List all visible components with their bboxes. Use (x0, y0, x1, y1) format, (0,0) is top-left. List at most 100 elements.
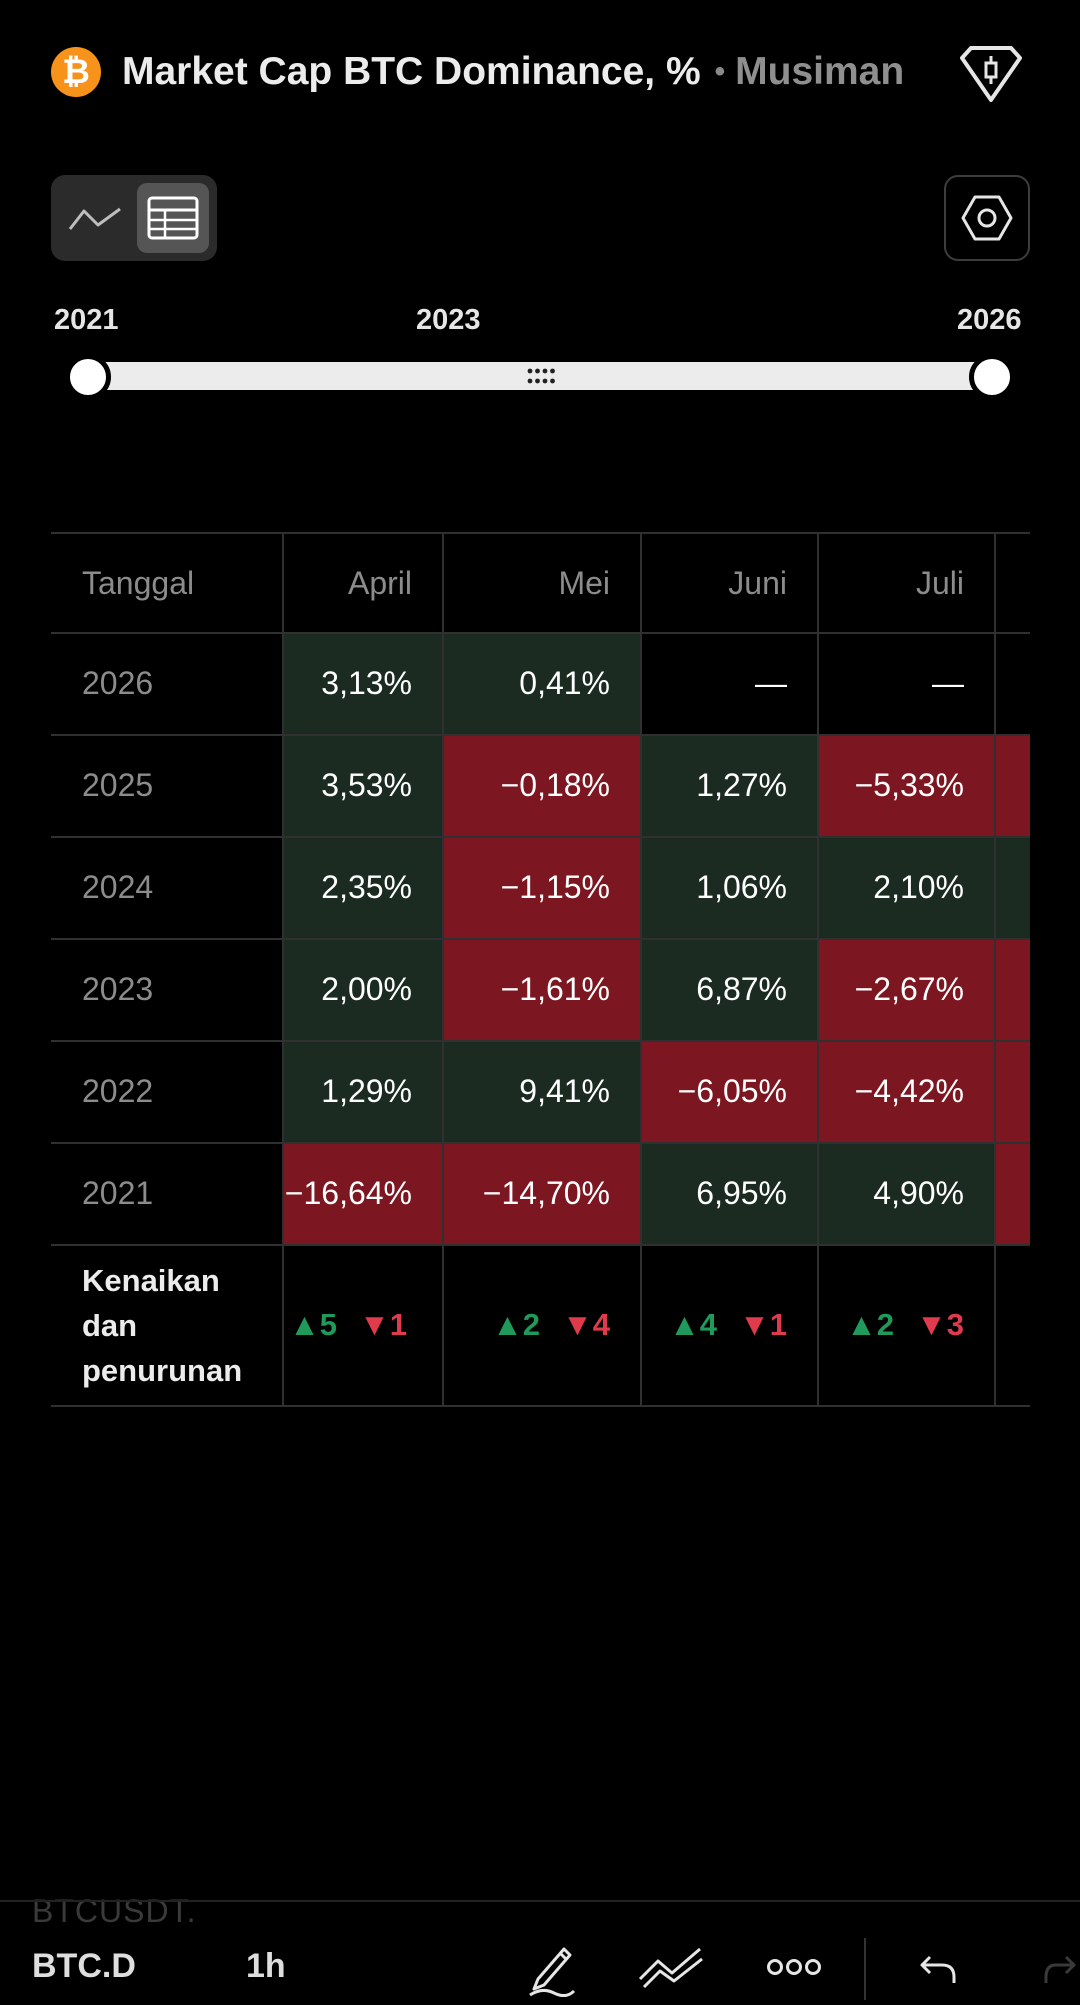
draw-pen-icon (529, 1947, 576, 1997)
fall-count: ▼1 (739, 1307, 787, 1342)
summary-cell-april: ▲5 ▼1 (283, 1245, 443, 1405)
title-subtitle: Musiman (735, 50, 905, 93)
value-cell-june: 1,27% (641, 734, 818, 836)
fall-count: ▼3 (916, 1307, 964, 1342)
value-cell-july: 4,90% (818, 1142, 995, 1244)
value-cell-may: 9,41% (443, 1040, 641, 1142)
range-start-handle[interactable] (65, 354, 111, 400)
value-cell-july: −5,33% (818, 734, 995, 836)
page-title: Market Cap BTC Dominance, % • Musiman (122, 46, 904, 98)
grid-line (51, 1040, 1030, 1042)
range-start-label: 2021 (54, 304, 119, 336)
table-row: 2023 2,00% −1,61% 6,87% −2,67% (51, 938, 1030, 1040)
year-cell: 2026 (82, 664, 154, 701)
title-separator: • (714, 55, 726, 88)
hexagon-settings-icon (961, 195, 1013, 241)
table-row: 2021 −16,64% −14,70% 6,95% 4,90% (51, 1142, 1030, 1244)
grid-line (640, 532, 642, 1407)
value-cell-june: 1,06% (641, 836, 818, 938)
grid-line (51, 734, 1030, 736)
undo-button[interactable] (918, 1936, 958, 1998)
more-button[interactable] (766, 1936, 822, 1998)
drag-grip-icon[interactable] (526, 367, 556, 385)
candlestick-tag-icon[interactable] (958, 46, 1024, 102)
rise-count: ▲4 (669, 1307, 718, 1342)
value-cell-july: 2,10% (818, 836, 995, 938)
value-cell-june: — (755, 664, 787, 701)
year-cell: 2024 (82, 868, 154, 905)
range-end-label: 2026 (957, 304, 1022, 336)
summary-label: Kenaikan dan penurunan (82, 1262, 243, 1388)
value-cell-may: −1,15% (443, 836, 641, 938)
value-cell-april: 1,29% (283, 1040, 443, 1142)
redo-icon (1044, 1955, 1076, 1983)
view-toggle (51, 175, 217, 261)
range-slider-track[interactable] (88, 362, 992, 390)
year-cell: 2023 (82, 970, 154, 1007)
trend-lines-icon (638, 1947, 703, 1989)
value-cell-july: — (932, 664, 964, 701)
value-cell-august (995, 836, 1030, 938)
header-cell-may[interactable]: Mei (558, 564, 610, 601)
table-row: 2026 3,13% 0,41% — — (51, 632, 1030, 734)
fall-count: ▼4 (562, 1307, 610, 1342)
grid-line (51, 836, 1030, 838)
background-symbol-text: BTCUSDT. (32, 1893, 197, 1929)
grid-line (51, 632, 1030, 634)
value-cell-june: 6,95% (641, 1142, 818, 1244)
line-chart-view-button[interactable] (59, 183, 131, 253)
table-row: 2024 2,35% −1,15% 1,06% 2,10% (51, 836, 1030, 938)
rise-count: ▲2 (846, 1307, 895, 1342)
table-view-button[interactable] (137, 183, 209, 253)
value-cell-august (995, 734, 1030, 836)
header-cell-june[interactable]: Juni (728, 564, 787, 601)
line-chart-icon (68, 207, 121, 230)
value-cell-may: −14,70% (443, 1142, 641, 1244)
header-cell-april[interactable]: April (347, 564, 412, 601)
header-cell-july[interactable]: Juli (915, 564, 964, 601)
year-cell: 2022 (82, 1072, 154, 1109)
range-mid-label: 2023 (416, 304, 481, 336)
draw-button[interactable] (524, 1936, 578, 1998)
symbol-button[interactable]: BTC.D (32, 1947, 136, 1985)
rise-count: ▲5 (289, 1307, 338, 1342)
grid-line (51, 1244, 1030, 1246)
header-cell-date: Tanggal (82, 564, 195, 601)
redo-button[interactable] (1044, 1936, 1080, 1998)
value-cell-june: −6,05% (641, 1040, 818, 1142)
seasonality-table: Tanggal April Mei Juni Juli 2026 3,13% 0,4… (51, 532, 1030, 1407)
value-cell-april: 3,53% (283, 734, 443, 836)
value-cell-july: −4,42% (818, 1040, 995, 1142)
timeframe-button[interactable]: 1h (246, 1947, 286, 1985)
fall-count: ▼1 (359, 1307, 407, 1342)
app-header: ₿ Market Cap BTC Dominance, % • Musiman (0, 0, 1080, 145)
year-cell: 2021 (82, 1174, 154, 1211)
table-icon (147, 196, 199, 240)
grid-line (994, 532, 996, 1407)
undo-icon (920, 1955, 956, 1983)
value-cell-august (995, 938, 1030, 1040)
bitcoin-logo-icon: ₿ (51, 47, 101, 97)
value-cell-june: 6,87% (641, 938, 818, 1040)
rise-count: ▲2 (492, 1307, 541, 1342)
value-cell-april: 2,00% (283, 938, 443, 1040)
summary-row: Kenaikan dan penurunan ▲5 ▼1 ▲2 ▼4 ▲4 ▼1 ▲2 ▼3 (51, 1245, 1030, 1405)
grid-line (51, 532, 1030, 534)
grid-line (51, 938, 1030, 940)
toolbar-separator (864, 1938, 866, 2000)
table-header-row: Tanggal April Mei Juni Juli (51, 532, 1030, 634)
trend-lines-button[interactable] (638, 1936, 704, 1998)
year-cell: 2025 (82, 766, 154, 803)
summary-cell-may: ▲2 ▼4 (443, 1245, 641, 1405)
summary-cell-june: ▲4 ▼1 (641, 1245, 818, 1405)
value-cell-july: −2,67% (818, 938, 995, 1040)
value-cell-april: −16,64% (283, 1142, 443, 1244)
value-cell-may: 0,41% (443, 632, 641, 734)
table-row: 2025 3,53% −0,18% 1,27% −5,33% (51, 734, 1030, 836)
toolbar-divider (0, 1900, 1080, 1902)
value-cell-august (995, 1142, 1030, 1244)
range-end-handle[interactable] (969, 354, 1015, 400)
settings-button[interactable] (944, 175, 1030, 261)
value-cell-august (995, 632, 1030, 734)
more-dots-icon (767, 1959, 821, 1975)
